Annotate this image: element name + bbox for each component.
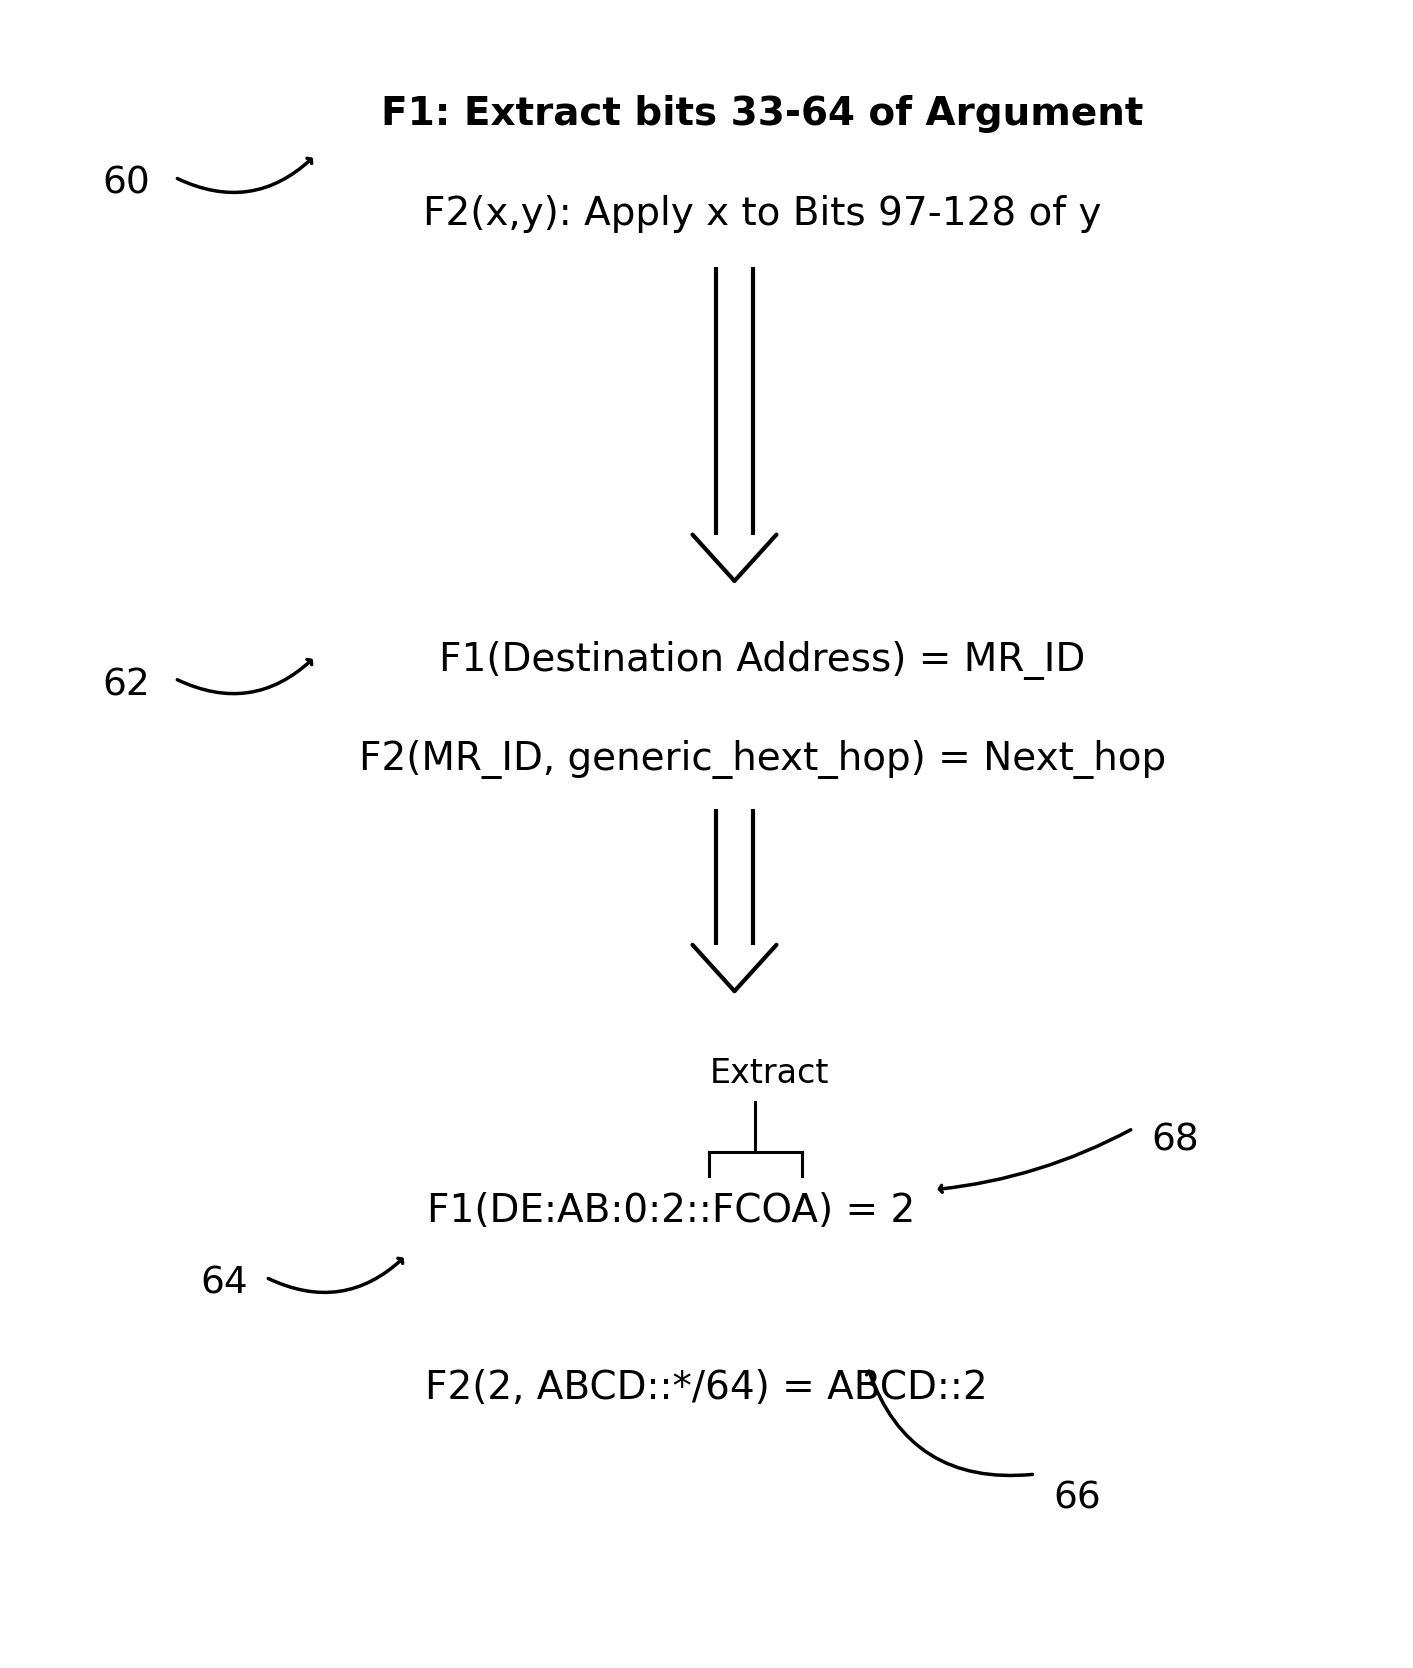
Text: F1(Destination Address) = MR_ID: F1(Destination Address) = MR_ID — [439, 641, 1085, 681]
Text: 62: 62 — [102, 667, 150, 704]
Text: F2(x,y): Apply x to Bits 97-128 of y: F2(x,y): Apply x to Bits 97-128 of y — [424, 195, 1102, 234]
Text: F1(DE:AB:0:2::FCOA) = 2: F1(DE:AB:0:2::FCOA) = 2 — [427, 1193, 916, 1229]
Text: F2(2, ABCD::*/64) = ABCD::2: F2(2, ABCD::*/64) = ABCD::2 — [425, 1369, 988, 1408]
Text: 68: 68 — [1152, 1123, 1200, 1158]
Text: Extract: Extract — [709, 1058, 829, 1091]
Text: 66: 66 — [1053, 1481, 1101, 1516]
Text: 60: 60 — [102, 165, 150, 202]
Text: F1: Extract bits 33-64 of Argument: F1: Extract bits 33-64 of Argument — [382, 95, 1143, 133]
Text: 64: 64 — [201, 1266, 247, 1303]
Text: F2(MR_ID, generic_hext_hop) = Next_hop: F2(MR_ID, generic_hext_hop) = Next_hop — [359, 741, 1166, 779]
